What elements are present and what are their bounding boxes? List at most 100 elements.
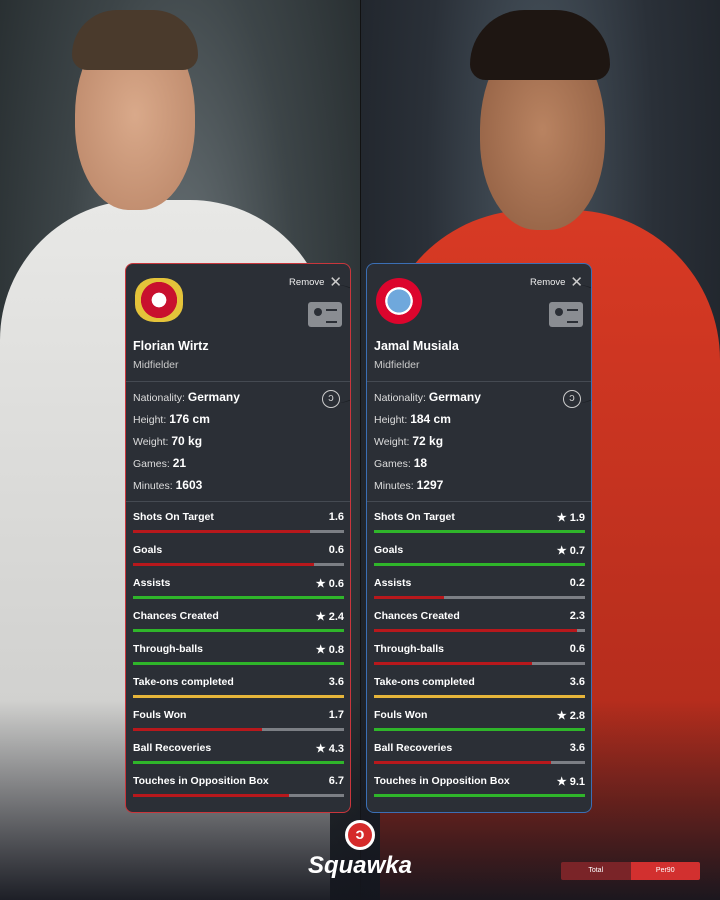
stat-bar <box>133 794 344 797</box>
stat-value-wrap: ★ 0.8 <box>316 643 344 656</box>
stat-bar <box>374 695 585 698</box>
player-position: Midfielder <box>133 359 179 371</box>
stat-label: Take-ons completed <box>133 676 234 688</box>
info-row: Height: 184 cm <box>374 412 451 426</box>
close-icon: ✕ <box>570 273 583 291</box>
stat-value-wrap: ★ 0.7 <box>557 544 585 557</box>
stat-value-wrap: 2.3 <box>570 610 585 622</box>
stat-bar <box>133 629 344 632</box>
divider <box>126 501 350 502</box>
info-value: 21 <box>172 456 187 470</box>
stat-row: Shots On Target ★ 1.9 <box>374 507 585 540</box>
stat-mode-toggle[interactable]: Total Per90 <box>561 862 700 880</box>
stat-row: Fouls Won ★ 2.8 <box>374 705 585 738</box>
stat-bar-fill <box>374 530 585 533</box>
stat-value-wrap: 1.7 <box>329 709 344 721</box>
stat-label: Fouls Won <box>374 709 428 721</box>
id-card-icon[interactable] <box>308 302 342 327</box>
stat-bar-fill <box>374 728 585 731</box>
stat-value: 2.8 <box>569 710 585 722</box>
stat-row: Shots On Target 1.6 <box>133 507 344 540</box>
info-row: Nationality: Germany <box>374 390 481 404</box>
stat-label: Through-balls <box>133 643 203 655</box>
stat-value: 0.6 <box>328 578 344 590</box>
info-value: 72 kg <box>412 434 444 448</box>
stat-bar-fill <box>133 662 344 665</box>
stat-value-wrap: 6.7 <box>329 775 344 787</box>
stat-bar-fill <box>374 596 444 599</box>
info-row: Games: 21 <box>133 456 186 470</box>
stat-value-wrap: 3.6 <box>570 742 585 754</box>
info-label: Weight: <box>374 436 410 448</box>
star-icon: ★ <box>556 710 570 722</box>
info-label: Nationality: <box>133 392 185 404</box>
stat-value: 0.2 <box>569 577 585 589</box>
info-row: Games: 18 <box>374 456 427 470</box>
stat-row: Assists 0.2 <box>374 573 585 606</box>
star-icon: ★ <box>315 644 329 656</box>
stat-bar <box>133 662 344 665</box>
info-value: 176 cm <box>169 412 210 426</box>
stat-value-wrap: ★ 2.8 <box>557 709 585 722</box>
info-label: Height: <box>133 414 167 426</box>
stat-bar-fill <box>133 530 311 533</box>
stat-bar-fill <box>133 761 344 764</box>
stat-row: Goals ★ 0.7 <box>374 540 585 573</box>
info-value: Germany <box>187 390 240 404</box>
stat-value: 3.6 <box>569 676 585 688</box>
stat-row: Touches in Opposition Box ★ 9.1 <box>374 771 585 804</box>
star-icon: ★ <box>556 512 570 524</box>
stat-bar <box>374 596 585 599</box>
player-hair-right <box>470 10 610 80</box>
star-icon: ★ <box>556 545 570 557</box>
stat-value: 0.6 <box>328 544 344 556</box>
stat-row: Chances Created ★ 2.4 <box>133 606 344 639</box>
info-label: Games: <box>374 458 411 470</box>
player-card: Remove ✕ Florian Wirtz Midfielder ↄ Nation… <box>125 263 351 813</box>
toggle-per90[interactable]: Per90 <box>630 862 700 880</box>
stat-bar <box>374 794 585 797</box>
info-row: Nationality: Germany <box>133 390 240 404</box>
info-label: Height: <box>374 414 408 426</box>
remove-button[interactable]: Remove ✕ <box>289 275 342 290</box>
stat-bar-fill <box>133 596 344 599</box>
stat-value: 4.3 <box>328 743 344 755</box>
stat-bar <box>374 629 585 632</box>
stat-bar <box>374 761 585 764</box>
stat-value-wrap: 1.6 <box>329 511 344 523</box>
remove-button[interactable]: Remove ✕ <box>530 273 583 291</box>
stat-label: Shots On Target <box>133 511 214 523</box>
stat-label: Touches in Opposition Box <box>133 775 269 787</box>
stat-bar <box>133 530 344 533</box>
stat-row: Goals 0.6 <box>133 540 344 573</box>
info-value: Germany <box>428 390 481 404</box>
info-label: Weight: <box>133 436 169 448</box>
stat-value: 0.8 <box>328 644 344 656</box>
stat-value: 9.1 <box>569 776 585 788</box>
stat-label: Fouls Won <box>133 709 187 721</box>
info-row: Weight: 70 kg <box>133 434 202 448</box>
info-value: 18 <box>413 456 428 470</box>
stat-label: Ball Recoveries <box>374 742 453 754</box>
player-name: Florian Wirtz <box>133 339 209 353</box>
id-card-icon[interactable] <box>549 302 583 327</box>
stat-bar <box>133 695 344 698</box>
brand-name: Squawka <box>307 852 413 879</box>
bayer-leverkusen-crest <box>135 278 183 322</box>
toggle-total[interactable]: Total <box>561 862 631 880</box>
stat-row: Fouls Won 1.7 <box>133 705 344 738</box>
divider <box>360 0 361 900</box>
info-label: Minutes: <box>133 480 173 492</box>
stat-label: Assists <box>374 577 412 589</box>
info-value: 1603 <box>175 478 203 492</box>
stat-bar-fill <box>374 629 577 632</box>
stat-label: Goals <box>374 544 404 556</box>
stat-bar-fill <box>374 695 585 698</box>
stat-value-wrap: 0.6 <box>570 643 585 655</box>
stat-value: 3.6 <box>328 676 344 688</box>
squawka-icon: ↄ <box>563 390 581 408</box>
stat-bar-fill <box>374 761 552 764</box>
stat-value: 6.7 <box>328 775 344 787</box>
stat-bar-fill <box>133 629 344 632</box>
stat-bar <box>133 563 344 566</box>
